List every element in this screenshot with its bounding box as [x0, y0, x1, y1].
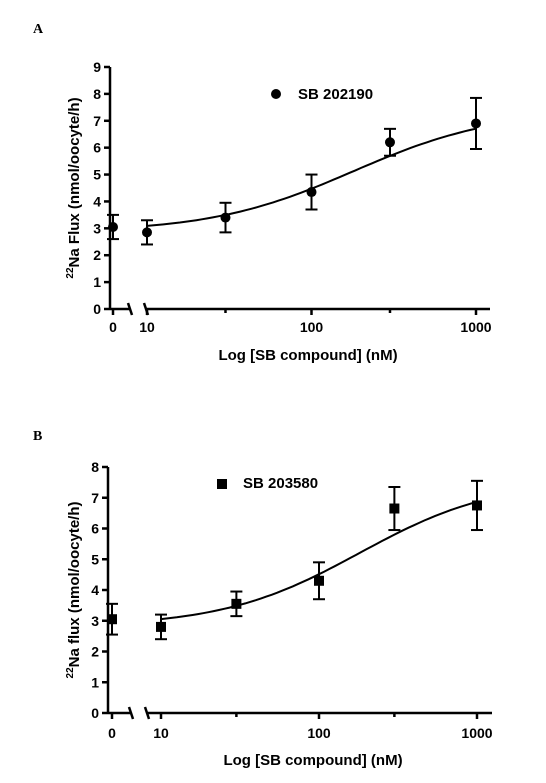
legend-marker-b	[217, 479, 227, 489]
data-point-b-0	[155, 613, 167, 641]
data-point-control-b	[106, 602, 118, 636]
panel-letter-b: B	[33, 429, 42, 444]
y-axis-label-a: 22Na Flux (nmol/oocyte/h)	[65, 97, 83, 278]
data-point-b-1	[230, 590, 243, 618]
chart-panel-b: B 22Na flux (nmol/oocyte/h) Log [SB comp…	[33, 429, 493, 769]
axis-break-left-a	[126, 302, 134, 316]
y-tick-label-a-9: 9	[93, 59, 101, 75]
data-point-control-a	[107, 213, 119, 241]
legend-label-b: SB 203580	[243, 475, 318, 492]
y-tick-label-b-3: 3	[91, 613, 99, 629]
x-tick-label-b-0: 0	[108, 725, 116, 741]
data-point-control-a-marker	[108, 221, 118, 232]
x-tick-label-a-2: 100	[300, 319, 324, 335]
y-tick-label-b-8: 8	[91, 459, 99, 475]
y-tick-label-a-1: 1	[93, 274, 101, 290]
data-point-b-1-marker	[231, 598, 242, 609]
y-axis-label-main-b: Na flux (nmol/oocyte/h)	[66, 502, 83, 668]
data-point-a-1-marker	[220, 212, 231, 223]
data-point-b-3	[388, 485, 401, 532]
y-tick-label-b-5: 5	[91, 551, 99, 567]
y-tick-label-a-7: 7	[93, 113, 101, 129]
y-tick-label-a-2: 2	[93, 247, 101, 263]
axis-break-left-b	[127, 706, 135, 720]
data-point-a-3	[383, 127, 396, 157]
axis-break-right-b	[143, 706, 151, 720]
chart-panel-a: A 22Na Flux (nmol/oocyte/h) Log [SB comp…	[33, 22, 492, 364]
y-axis-label-sup-a: 22	[65, 267, 76, 279]
data-point-b-3-marker	[389, 503, 400, 514]
fit-curve-b	[160, 500, 478, 621]
y-axis-label-main-a: Na Flux (nmol/oocyte/h)	[66, 97, 83, 267]
y-tick-label-a-6: 6	[93, 140, 101, 156]
data-point-a-0-marker	[142, 227, 152, 238]
x-tick-label-a-3: 1000	[460, 319, 491, 335]
data-point-a-4-marker	[471, 118, 481, 129]
data-point-b-4	[471, 479, 483, 532]
data-point-a-2-marker	[306, 187, 317, 198]
data-point-a-3-marker	[384, 137, 395, 148]
x-tick-label-a-1: 10	[139, 319, 155, 335]
data-point-b-2	[313, 561, 325, 601]
data-point-a-0	[141, 219, 153, 246]
y-tick-label-a-3: 3	[93, 220, 101, 236]
data-point-b-0-marker	[156, 621, 166, 632]
y-tick-label-a-0: 0	[93, 301, 101, 317]
panel-letter-a: A	[33, 22, 44, 37]
y-tick-label-a-5: 5	[93, 167, 101, 183]
y-tick-label-b-7: 7	[91, 490, 99, 506]
x-tick-label-b-1: 10	[153, 725, 169, 741]
y-tick-label-a-8: 8	[93, 86, 101, 102]
x-tick-label-b-3: 1000	[461, 725, 492, 741]
y-tick-label-b-2: 2	[91, 644, 99, 660]
data-point-a-1	[219, 201, 232, 234]
y-tick-label-b-4: 4	[91, 582, 99, 598]
data-point-b-2-marker	[314, 575, 324, 586]
x-tick-label-a-0: 0	[109, 319, 117, 335]
legend-label-a: SB 202190	[298, 86, 373, 103]
y-axis-label-b: 22Na flux (nmol/oocyte/h)	[65, 502, 83, 679]
x-axis-label-a: Log [SB compound] (nM)	[218, 347, 397, 364]
y-tick-label-b-0: 0	[91, 705, 99, 721]
x-tick-label-b-2: 100	[307, 725, 331, 741]
data-point-control-b-marker	[107, 614, 117, 625]
y-tick-label-b-1: 1	[91, 674, 99, 690]
x-axis-label-b: Log [SB compound] (nM)	[223, 752, 402, 769]
data-point-b-4-marker	[472, 500, 482, 511]
data-point-a-2	[305, 173, 318, 211]
legend-marker-a	[271, 89, 281, 99]
y-tick-label-a-4: 4	[93, 193, 101, 209]
y-axis-label-sup-b: 22	[65, 667, 76, 679]
data-point-a-4	[470, 96, 482, 151]
y-tick-label-b-6: 6	[91, 521, 99, 537]
